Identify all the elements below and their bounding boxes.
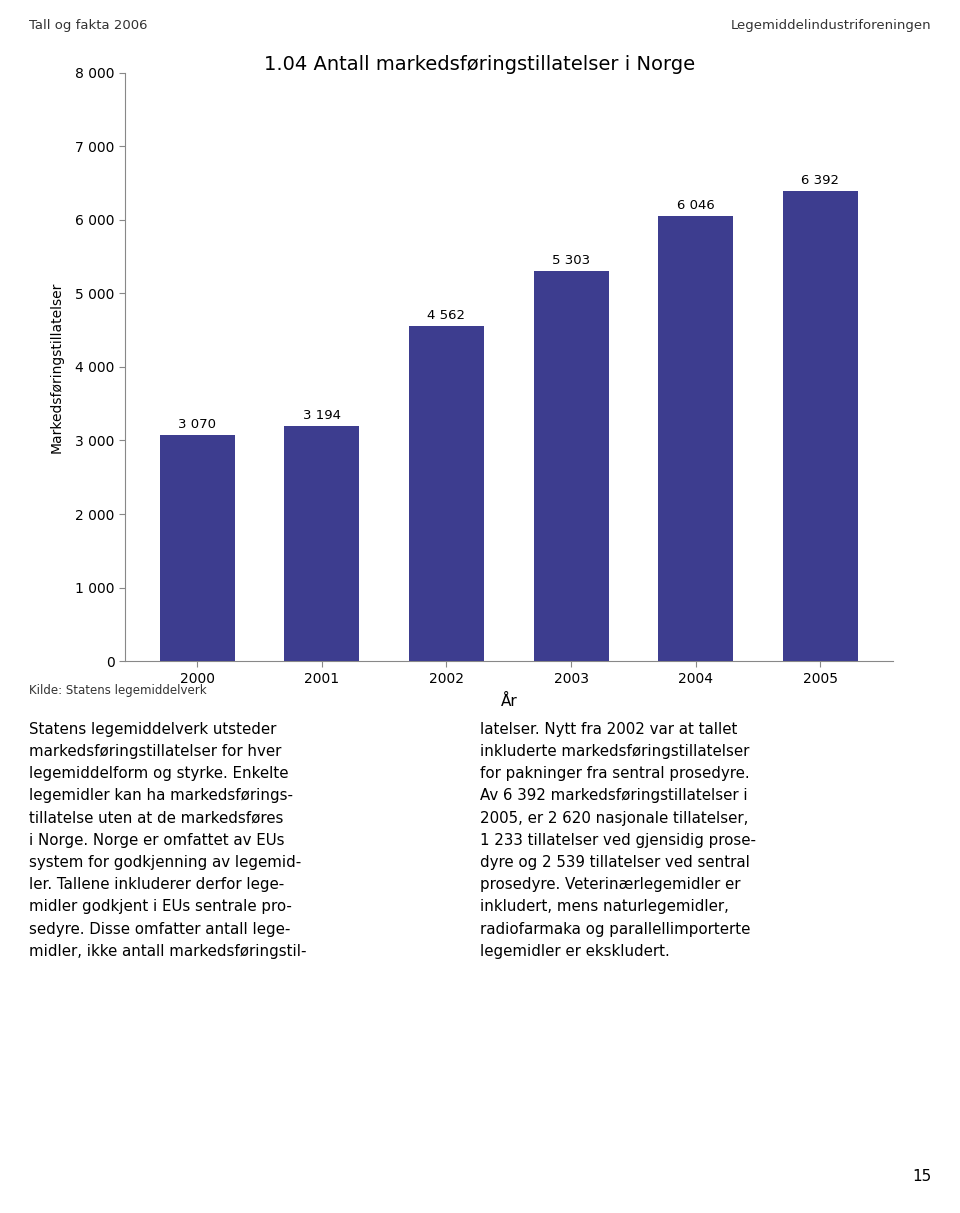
- Text: Tall og fakta 2006: Tall og fakta 2006: [29, 19, 147, 32]
- Text: latelser. Nytt fra 2002 var at tallet
inkluderte markedsføringstillatelser
for p: latelser. Nytt fra 2002 var at tallet in…: [480, 722, 756, 958]
- Text: 3 194: 3 194: [302, 409, 341, 422]
- Text: 15: 15: [912, 1169, 931, 1184]
- Y-axis label: Markedsføringstillatelser: Markedsføringstillatelser: [50, 281, 63, 452]
- Text: 6 046: 6 046: [677, 199, 714, 212]
- Text: Legemiddelindustriforeningen: Legemiddelindustriforeningen: [731, 19, 931, 32]
- Bar: [409, 325, 484, 661]
- Bar: [534, 272, 609, 661]
- Text: 4 562: 4 562: [427, 308, 466, 321]
- Text: Kilde: Statens legemiddelverk: Kilde: Statens legemiddelverk: [29, 684, 206, 696]
- Bar: [159, 435, 234, 661]
- Text: 1.04 Antall markedsføringstillatelser i Norge: 1.04 Antall markedsføringstillatelser i …: [264, 55, 696, 74]
- Bar: [284, 426, 359, 661]
- Bar: [783, 190, 858, 661]
- Text: 3 070: 3 070: [179, 418, 216, 432]
- Text: 6 392: 6 392: [802, 173, 839, 187]
- X-axis label: År: År: [500, 694, 517, 708]
- Bar: [659, 216, 733, 661]
- Text: Statens legemiddelverk utsteder
markedsføringstillatelser for hver
legemiddelfor: Statens legemiddelverk utsteder markedsf…: [29, 722, 306, 958]
- Text: 5 303: 5 303: [552, 254, 590, 267]
